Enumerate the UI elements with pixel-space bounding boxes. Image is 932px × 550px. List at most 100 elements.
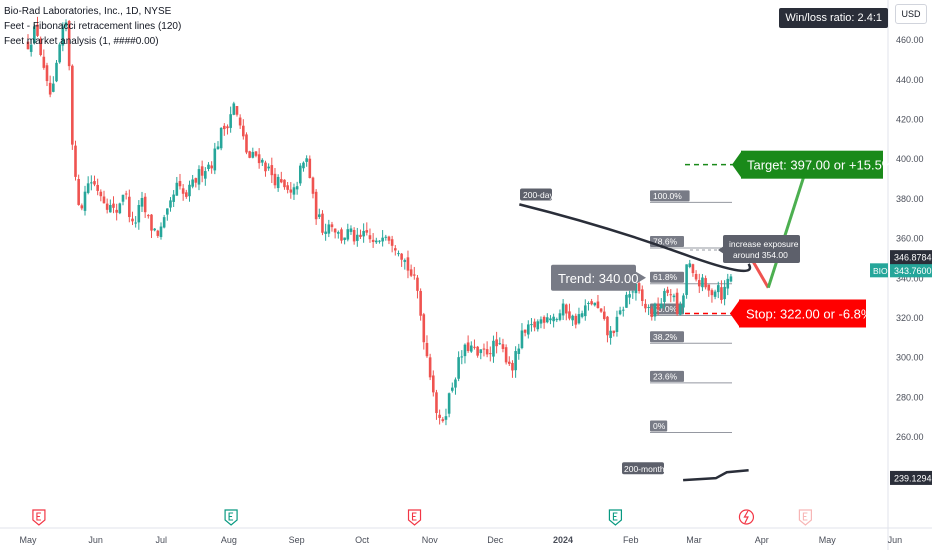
- candle-body: [568, 311, 571, 319]
- x-tick-label: Oct: [355, 535, 370, 545]
- exposure-badge: [723, 235, 800, 263]
- exposure-label-line1: increase exposure: [729, 239, 799, 249]
- candle-body: [131, 218, 134, 222]
- candle-body: [473, 346, 476, 348]
- ma-200-month-tag-label: 239.1294: [894, 473, 932, 483]
- legend-indicator-fib[interactable]: Feet - Fibonacci retracement lines (120): [4, 21, 182, 32]
- candle-body: [86, 183, 90, 193]
- fibonacci-retracement[interactable]: 100.0% 78.6% 61.8% 50.0% 38.2% 23.6% 0%: [650, 190, 732, 434]
- candle-body: [314, 191, 318, 220]
- candle-body: [166, 208, 169, 215]
- candle-body: [235, 106, 239, 115]
- earnings-e-icon: [612, 512, 618, 521]
- candle-body: [539, 319, 543, 324]
- y-tick-label: 460.00: [896, 35, 924, 45]
- candle-body: [647, 306, 650, 308]
- candle-body: [441, 419, 445, 422]
- candle-body: [219, 127, 223, 149]
- candle-body: [517, 348, 521, 354]
- candle-body: [476, 346, 479, 356]
- candle-body: [67, 21, 71, 67]
- legend-indicator-market[interactable]: Feet market analysis (1, ####0.00): [4, 36, 159, 47]
- ma-200-month-line: [683, 468, 749, 482]
- candle-body: [460, 356, 464, 358]
- x-tick-label: Aug: [221, 535, 237, 545]
- currency-button[interactable]: USD: [895, 4, 927, 24]
- candle-body: [545, 317, 549, 323]
- fib-level-badge: [650, 271, 684, 283]
- candle-body: [593, 302, 597, 306]
- symbol-tag-label: BIO: [873, 266, 888, 276]
- x-tick-label: Nov: [422, 535, 439, 545]
- candle-body: [596, 301, 600, 309]
- y-tick-label: 280.00: [896, 392, 924, 402]
- candle-body: [485, 349, 489, 355]
- candle-body: [55, 62, 58, 82]
- candle-body: [571, 315, 574, 321]
- earnings-marker: [407, 509, 422, 526]
- y-tick-label: 260.00: [896, 432, 924, 442]
- axes-layer: 260.00 280.00 300.00 320.00 340.00 360.00 380.…: [19, 35, 932, 545]
- candle-body: [318, 214, 321, 217]
- candle-body: [523, 329, 527, 333]
- fib-level-label: 50.0%: [653, 304, 678, 314]
- fib-level-badge: [650, 190, 690, 202]
- candle-body: [412, 274, 416, 276]
- candle-body: [416, 277, 419, 291]
- candle-body: [29, 44, 33, 52]
- candle-body: [324, 231, 327, 234]
- candle-body: [615, 316, 619, 332]
- fib-level-label: 23.6%: [653, 371, 678, 381]
- candle-body: [118, 203, 122, 214]
- candle-body: [185, 192, 188, 197]
- candle-body: [188, 184, 191, 197]
- candle-body: [105, 203, 109, 210]
- candle-body: [191, 179, 194, 187]
- ma-200-day-badge: [520, 188, 552, 201]
- x-tick-label: May: [819, 535, 837, 545]
- candle-body: [602, 311, 606, 319]
- candle-body: [713, 291, 717, 297]
- earnings-marker: [32, 509, 46, 526]
- candle-body: [606, 316, 609, 336]
- candle-body: [292, 187, 296, 195]
- candle-body: [181, 188, 185, 194]
- candle-body: [159, 226, 163, 238]
- candle-body: [128, 196, 131, 218]
- x-tick-label: Jun: [88, 535, 103, 545]
- candle-body: [267, 166, 270, 169]
- x-tick-label: Sep: [289, 535, 305, 545]
- y-tick-label: 440.00: [896, 75, 924, 85]
- candle-body: [457, 357, 460, 379]
- candle-body: [536, 321, 540, 330]
- candle-body: [574, 315, 578, 325]
- candle-body: [514, 351, 517, 371]
- candle-body: [229, 114, 232, 128]
- candle-body: [42, 56, 46, 68]
- candle-body: [428, 357, 432, 378]
- candle-body: [397, 253, 400, 255]
- candle-body: [172, 194, 175, 202]
- candle-body: [688, 263, 692, 268]
- candle-body: [621, 309, 625, 311]
- earnings-marker: [798, 509, 812, 526]
- candle-body: [495, 339, 498, 347]
- candle-body: [64, 22, 68, 27]
- ma-200-day-tag-label: 346.8784: [894, 253, 932, 263]
- candle-body: [33, 26, 36, 43]
- candle-body: [726, 278, 730, 289]
- candle-body: [175, 182, 179, 196]
- symbol-tag: [870, 263, 888, 278]
- candle-body: [466, 342, 470, 351]
- candle-body: [422, 314, 426, 343]
- candle-body: [393, 248, 397, 251]
- candle-body: [631, 291, 635, 293]
- candle-body: [93, 181, 96, 185]
- overlay-layer: Target: 397.00 or +15.5% Stop: 322.00 or …: [519, 150, 894, 482]
- exposure-label-line2: around 354.00: [733, 250, 788, 260]
- candle-body: [273, 173, 277, 186]
- trend-badge: [551, 264, 636, 291]
- trend-pointer: [636, 271, 646, 284]
- y-tick-label: 300.00: [896, 353, 924, 363]
